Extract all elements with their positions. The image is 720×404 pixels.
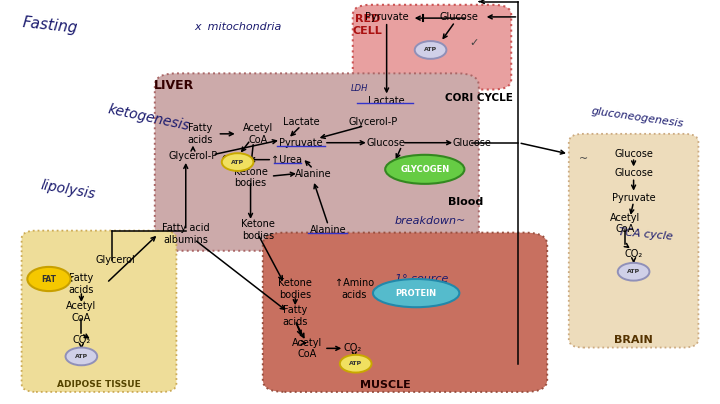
Text: Lactate: Lactate [369,96,405,106]
Text: Glucose: Glucose [453,138,492,148]
Text: TCA cycle: TCA cycle [618,227,673,242]
Text: Alanine: Alanine [295,169,331,179]
Text: 1° source: 1° source [395,274,448,284]
Text: Glucose: Glucose [366,138,405,148]
Text: RED
CELL: RED CELL [352,14,382,36]
Text: Alanine: Alanine [310,225,346,235]
Text: CO₂: CO₂ [221,155,240,165]
Text: Ketone
bodies: Ketone bodies [233,166,268,188]
Text: Fatty acid
albumins: Fatty acid albumins [162,223,210,245]
Text: ATP: ATP [75,354,88,359]
Text: x  mitochondria: x mitochondria [194,22,282,32]
Text: ↑Amino
acids: ↑Amino acids [335,278,374,300]
Text: Glycerol-P: Glycerol-P [168,151,217,161]
FancyBboxPatch shape [569,134,698,347]
Circle shape [618,263,649,281]
Ellipse shape [385,155,464,184]
Text: Lactate: Lactate [283,117,319,127]
Text: lipolysis: lipolysis [40,179,96,202]
Circle shape [222,153,253,171]
Text: Glucose: Glucose [614,168,653,178]
Text: ADIPOSE TISSUE: ADIPOSE TISSUE [58,380,141,389]
Text: Glycerol: Glycerol [95,255,135,265]
Circle shape [27,267,71,291]
Text: Acetyl
CoA: Acetyl CoA [610,213,640,234]
Text: Ketone
bodies: Ketone bodies [278,278,312,300]
Text: Pyruvate: Pyruvate [612,193,655,202]
Text: of fuel: of fuel [412,295,447,305]
Text: Acetyl
CoA: Acetyl CoA [243,123,273,145]
Text: CO₂: CO₂ [624,249,643,259]
FancyBboxPatch shape [155,74,479,251]
Text: Acetyl
CoA: Acetyl CoA [292,338,323,359]
Text: Fatty
acids: Fatty acids [187,123,213,145]
Text: Glucose: Glucose [614,149,653,159]
FancyBboxPatch shape [353,5,511,90]
Text: PROTEIN: PROTEIN [395,288,437,298]
Text: ↑Urea: ↑Urea [271,155,302,165]
Text: CO₂: CO₂ [343,343,362,354]
Text: ATP: ATP [231,160,244,164]
Text: GLYCOGEN: GLYCOGEN [400,165,449,174]
Text: Fatty
acids: Fatty acids [282,305,308,327]
Text: CO₂: CO₂ [72,335,91,345]
Text: LDH: LDH [351,84,368,93]
Circle shape [340,355,372,372]
Text: BRAIN: BRAIN [614,335,653,345]
Text: breakdown~: breakdown~ [395,215,466,225]
Text: MUSCLE: MUSCLE [360,380,410,389]
Text: Pyruvate: Pyruvate [365,12,408,22]
FancyBboxPatch shape [263,233,547,392]
Text: ketogenesis: ketogenesis [107,102,191,133]
Text: Fasting: Fasting [22,15,78,35]
Text: ~: ~ [579,154,588,164]
Text: ATP: ATP [349,361,362,366]
Text: LIVER: LIVER [154,79,194,92]
FancyBboxPatch shape [22,231,176,392]
Text: Glucose: Glucose [439,12,478,22]
Text: Pyruvate: Pyruvate [279,138,323,148]
Text: Blood: Blood [449,197,483,206]
Circle shape [415,41,446,59]
Text: Ketone
bodies: Ketone bodies [240,219,275,241]
Ellipse shape [373,279,459,307]
Text: Fatty
acids: Fatty acids [68,273,94,295]
Text: FAT: FAT [42,274,56,284]
Text: Acetyl
CoA: Acetyl CoA [66,301,96,323]
Text: gluconeogenesis: gluconeogenesis [590,106,684,129]
Text: Glycerol-P: Glycerol-P [348,117,397,127]
Text: ATP: ATP [424,48,437,53]
Text: CORI CYCLE: CORI CYCLE [445,93,513,103]
Text: ✓: ✓ [469,38,479,48]
Text: ATP: ATP [627,269,640,274]
Circle shape [66,347,97,365]
